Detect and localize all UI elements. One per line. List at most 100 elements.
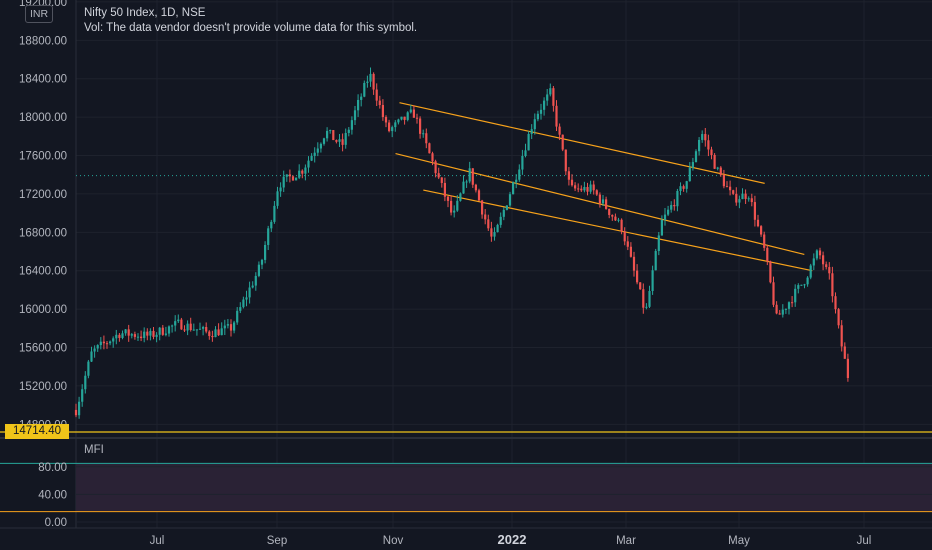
time-label-0: Jul — [150, 535, 165, 547]
time-label-6: Jul — [857, 535, 872, 547]
candle — [806, 276, 809, 287]
candle — [171, 324, 174, 333]
candle — [124, 329, 127, 336]
candle — [676, 188, 679, 212]
candle — [214, 326, 217, 338]
candle — [750, 193, 753, 207]
candle — [846, 353, 849, 382]
candle — [378, 95, 381, 109]
candle — [282, 170, 285, 193]
candle — [651, 265, 654, 295]
candle — [691, 157, 694, 171]
candle — [443, 177, 446, 202]
mfi-tick-2: 0.00 — [45, 517, 67, 529]
price-tick-6: 16800.00 — [19, 227, 67, 239]
candle — [205, 322, 208, 334]
candle — [180, 317, 183, 330]
candle — [130, 333, 133, 339]
candle — [419, 116, 422, 139]
candle — [415, 113, 419, 124]
candle — [440, 177, 443, 188]
time-label-5: May — [728, 535, 750, 547]
candle — [316, 142, 319, 157]
candle — [809, 263, 812, 280]
candle — [195, 329, 198, 336]
legend: Nifty 50 Index, 1D, NSE Vol: The data ve… — [84, 6, 417, 36]
candle — [276, 186, 279, 209]
mfi-tick-1: 40.00 — [38, 489, 67, 501]
candle — [843, 342, 846, 359]
volume-note: Vol: The data vendor doesn't provide vol… — [84, 22, 418, 34]
candle — [326, 127, 329, 142]
candle — [158, 326, 161, 341]
candle — [549, 83, 552, 97]
candle — [694, 149, 698, 163]
candle — [682, 184, 685, 192]
time-axis: Jul Sep Nov 2022 Mar May Jul — [150, 532, 872, 547]
candle — [288, 169, 291, 183]
candle — [146, 328, 149, 341]
candle — [518, 164, 521, 182]
candle — [570, 174, 574, 187]
candle — [223, 319, 226, 336]
currency-badge[interactable]: INR — [25, 5, 53, 23]
candle — [719, 166, 722, 177]
candle — [834, 292, 837, 314]
candle — [679, 182, 682, 196]
candle — [620, 218, 623, 235]
candle — [369, 67, 372, 87]
candle — [598, 192, 601, 208]
candle — [673, 199, 676, 211]
time-label-4: Mar — [616, 535, 636, 547]
candle — [344, 128, 347, 149]
candle — [778, 310, 781, 315]
candle — [564, 149, 567, 176]
trend-channel — [395, 102, 813, 272]
candle — [90, 346, 93, 362]
candle — [822, 251, 825, 271]
candle — [307, 156, 310, 173]
price-axis: 19200.00 18800.00 18400.00 18000.00 17600.00… — [19, 0, 67, 431]
candle — [617, 217, 620, 223]
candle — [515, 174, 518, 189]
mfi-panel: 80.00 40.00 0.00 — [0, 462, 932, 529]
price-tick-5: 17200.00 — [19, 189, 67, 201]
candle — [270, 219, 273, 232]
candle — [329, 129, 332, 134]
candle — [450, 195, 453, 216]
candle — [394, 120, 397, 132]
candle — [384, 115, 388, 128]
candles — [74, 67, 849, 419]
candle — [465, 179, 468, 188]
candle — [174, 315, 177, 332]
candle — [152, 327, 155, 340]
candle — [456, 195, 459, 212]
candle — [567, 167, 570, 186]
candle — [310, 153, 313, 162]
candle — [136, 333, 140, 342]
candle — [99, 337, 102, 350]
candle — [580, 185, 583, 192]
candle — [623, 227, 626, 246]
candle — [536, 110, 539, 122]
candle — [353, 106, 357, 126]
candle — [530, 124, 533, 140]
candle — [260, 258, 264, 270]
candle — [183, 325, 186, 333]
candle — [189, 317, 192, 332]
price-tick-8: 16000.00 — [19, 304, 67, 316]
candle — [608, 208, 611, 219]
candle — [533, 113, 536, 135]
candle — [481, 199, 484, 219]
candle — [756, 214, 760, 228]
candle — [217, 323, 220, 336]
price-tag: 14714.40 — [5, 424, 69, 439]
candle — [400, 116, 403, 121]
candle — [381, 99, 384, 121]
candle — [332, 130, 335, 141]
candle — [112, 336, 115, 348]
price-tick-3: 18000.00 — [19, 112, 67, 124]
candle — [295, 177, 298, 181]
candle — [577, 183, 580, 193]
